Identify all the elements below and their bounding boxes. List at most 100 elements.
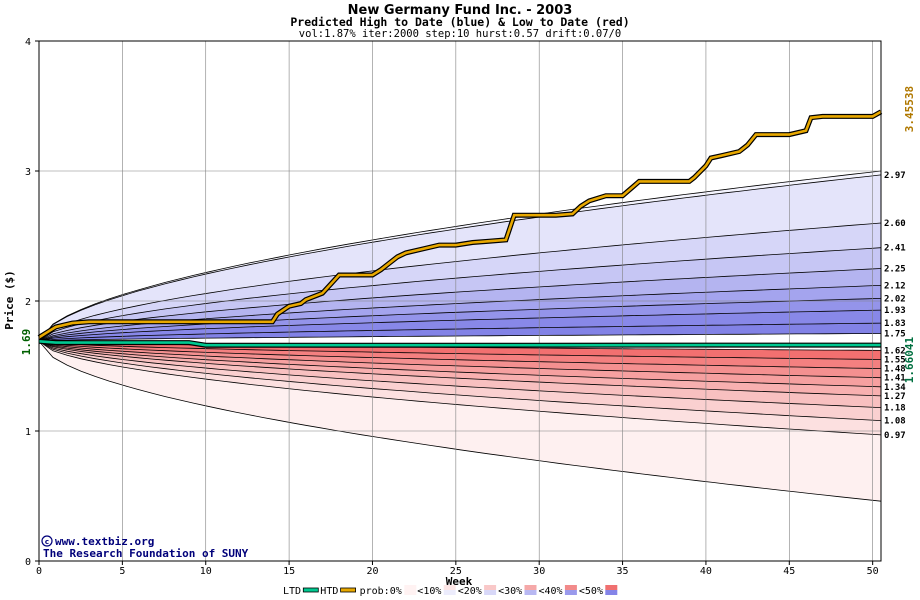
high-band-3 xyxy=(39,247,881,342)
quantile-line-17 xyxy=(38,340,882,421)
final-level-label-9: 1.62 xyxy=(884,346,906,356)
final-level-label-0: 2.97 xyxy=(884,171,906,181)
low-band-3 xyxy=(39,341,881,387)
axes xyxy=(35,40,882,565)
htd-line xyxy=(38,110,882,339)
high-band-7 xyxy=(39,310,881,342)
quantile-line-2 xyxy=(38,222,882,342)
legend-swatch-low-4 xyxy=(484,585,497,590)
x-tick-label-15: 15 xyxy=(283,566,295,577)
legend-swatch-low-6 xyxy=(564,585,577,590)
legend-swatch-low-7 xyxy=(605,585,618,590)
quantile-line-18 xyxy=(38,340,882,436)
legend-label-prob-0: prob:0% xyxy=(360,586,402,597)
start-price-label: 1.69 xyxy=(20,329,33,356)
quantile-line-8 xyxy=(38,322,882,342)
final-level-label-13: 1.34 xyxy=(884,383,906,393)
legend-swatch-high-5 xyxy=(524,590,537,595)
legend-swatch-high-7 xyxy=(605,590,618,595)
final-level-label-2: 2.41 xyxy=(884,244,906,254)
quantile-line-15 xyxy=(38,340,882,397)
chart-title: New Germany Fund Inc. - 2003 xyxy=(348,3,573,18)
quantile-line-0 xyxy=(38,170,882,342)
final-level-label-10: 1.55 xyxy=(884,356,906,366)
final-level-label-17: 0.97 xyxy=(884,431,906,441)
final-level-label-5: 2.02 xyxy=(884,294,906,304)
y-tick-label-1: 1 xyxy=(25,427,31,438)
legend-swatch-prob-0 xyxy=(404,585,417,595)
x-tick-label-40: 40 xyxy=(700,566,712,577)
credit-watermark: c www.textbiz.org The Research Foundatio… xyxy=(41,535,249,560)
chart-subtitle: Predicted High to Date (blue) & Low to D… xyxy=(290,15,629,29)
credit-url: www.textbiz.org xyxy=(55,535,154,548)
quantile-line-7 xyxy=(38,309,882,342)
final-level-label-11: 1.48 xyxy=(884,365,906,375)
x-tick-label-25: 25 xyxy=(450,566,462,577)
high-band-2 xyxy=(39,223,881,342)
x-tick-label-5: 5 xyxy=(119,566,125,577)
x-tick-label-0: 0 xyxy=(36,566,42,577)
legend-swatch-ltd xyxy=(302,587,319,593)
quantile-line-13 xyxy=(38,340,882,379)
legend-swatch-htd xyxy=(340,587,357,593)
final-level-labels: 2.97 2.60 2.41 2.25 2.12 2.02 1.93 1.831.75 1.62… xyxy=(884,171,906,441)
tick-labels: 0 5 10 15 20 25 30 35 40 45 50 0 1 2 3 4 xyxy=(25,37,879,577)
x-tick-label-45: 45 xyxy=(783,566,795,577)
x-tick-label-35: 35 xyxy=(617,566,629,577)
low-band-7 xyxy=(39,341,881,435)
legend-swatch-high-4 xyxy=(484,590,497,595)
legend-label-3: <10% xyxy=(417,586,441,597)
low-band-4 xyxy=(39,341,881,396)
credit-organization: The Research Foundation of SUNY xyxy=(43,547,249,560)
x-axis-label: Week xyxy=(446,575,473,588)
high-band-1 xyxy=(39,174,881,342)
x-tick-label-50: 50 xyxy=(867,566,879,577)
quantile-line-16 xyxy=(38,340,882,408)
final-level-label-14: 1.27 xyxy=(884,392,906,402)
y-axis-label: Price ($) xyxy=(3,270,16,330)
copyright-glyph: c xyxy=(45,538,49,546)
legend: LTD HTD prob:0% <10% <20% <30% <40% <50% xyxy=(283,585,618,597)
y-tick-label-3: 3 xyxy=(25,167,31,178)
legend-swatch-low-5 xyxy=(524,585,537,590)
copyright-icon xyxy=(41,535,53,547)
quantile-line-9 xyxy=(38,333,882,342)
final-level-label-1: 2.60 xyxy=(884,219,906,229)
htd-final-label: 3.45538 xyxy=(903,86,916,132)
low-band-8 xyxy=(39,341,881,502)
y-tick-label-0: 0 xyxy=(25,557,31,568)
low-band-2 xyxy=(39,341,881,378)
quantile-line-4 xyxy=(38,268,882,342)
final-level-label-6: 1.93 xyxy=(884,306,906,316)
ltd-line xyxy=(38,340,881,347)
low-band-5 xyxy=(39,341,881,408)
low-band-6 xyxy=(39,341,881,421)
simulation-parameters: vol:1.87% iter:2000 step:10 hurst:0.57 d… xyxy=(299,28,621,40)
legend-swatch-high-6 xyxy=(564,590,577,595)
quantile-line-19 xyxy=(38,341,882,502)
legend-label-6: <40% xyxy=(539,586,563,597)
legend-swatch-high-3 xyxy=(443,590,456,595)
final-level-label-3: 2.25 xyxy=(884,265,906,275)
legend-label-7: <50% xyxy=(579,586,603,597)
quantile-line-3 xyxy=(38,247,882,342)
quantile-line-11 xyxy=(38,340,882,360)
legend-label-ltd: LTD xyxy=(283,586,301,597)
ltd-final-label: 1.66041 xyxy=(903,336,916,383)
series-lines xyxy=(37,109,883,348)
legend-swatch-low-3 xyxy=(443,585,456,590)
final-level-label-7: 1.83 xyxy=(884,319,906,329)
legend-label-4: <20% xyxy=(458,586,482,597)
final-level-label-4: 2.12 xyxy=(884,281,906,291)
quantile-line-6 xyxy=(38,298,882,342)
final-level-label-8: 1.75 xyxy=(884,330,906,340)
high-band-4 xyxy=(39,268,881,342)
low-band-1 xyxy=(39,341,881,369)
high-band-5 xyxy=(39,285,881,342)
final-level-label-15: 1.18 xyxy=(884,404,906,414)
final-level-label-12: 1.41 xyxy=(884,374,906,384)
quantile-line-14 xyxy=(38,340,882,388)
final-level-label-16: 1.08 xyxy=(884,417,906,427)
legend-label-5: <30% xyxy=(498,586,522,597)
